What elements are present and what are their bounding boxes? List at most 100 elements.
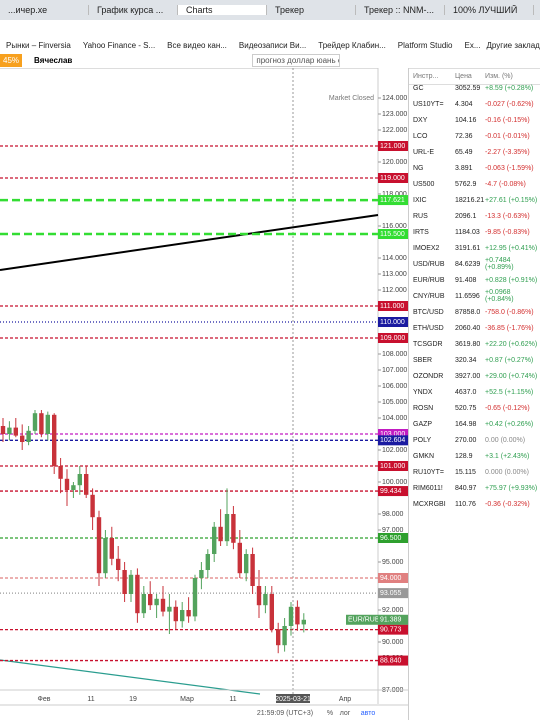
change: -4.7 (-0.08%): [485, 180, 526, 188]
watchlist-row[interactable]: GMKN 128.9 +3.1 (+2.43%): [409, 448, 540, 464]
candle-body: [218, 526, 223, 542]
candle-body: [39, 413, 44, 434]
change: +8.59 (+0.28%): [485, 84, 534, 92]
price-tick-label: 114.000: [382, 255, 407, 262]
watchlist-row[interactable]: OZONDR 3927.00 +29.00 (+0.74%): [409, 368, 540, 384]
watchlist-row[interactable]: BTC/USD 87858.0 -758.0 (-0.86%): [409, 304, 540, 320]
tab[interactable]: Charts: [178, 5, 267, 15]
price: 72.36: [455, 132, 473, 140]
watchlist-row[interactable]: TCSGDR 3619.80 +22.20 (+0.62%): [409, 336, 540, 352]
symbol: RIM6011!: [413, 484, 443, 492]
candle-body: [231, 514, 236, 543]
price-tick-label: 124.000: [382, 95, 407, 102]
watchlist-row[interactable]: RIM6011! 840.97 +75.97 (+9.93%): [409, 480, 540, 496]
candle-body: [186, 610, 191, 617]
bookmark[interactable]: Трейдер Клабин...: [318, 40, 386, 50]
symbol: POLY: [413, 436, 432, 444]
bookmark[interactable]: Ех...: [464, 40, 481, 50]
symbol: USD/RUB: [413, 260, 445, 268]
bookmark[interactable]: Platform Studio: [397, 40, 453, 50]
price-tick-label: 122.000: [382, 127, 407, 134]
price: 5762.9: [455, 180, 477, 188]
level-label: 88.840: [380, 657, 402, 664]
tab[interactable]: Трекер :: NNM-...: [356, 5, 445, 15]
watchlist-row[interactable]: URL-E 65.49 -2.27 (-3.35%): [409, 144, 540, 160]
level-label-bg: [378, 573, 408, 583]
watchlist-row[interactable]: LCO 72.36 -0.01 (-0.01%): [409, 128, 540, 144]
watchlist-row[interactable]: IXIC 18216.21 +27.61 (+0.15%): [409, 192, 540, 208]
watchlist-row[interactable]: USD/RUB 84.6239 +0.7484 (+0.89%): [409, 256, 540, 272]
candle-body: [84, 474, 89, 495]
candle-body: [109, 538, 114, 559]
zoom[interactable]: 45%: [0, 53, 23, 67]
bookmark[interactable]: Видеозаписи Ви...: [238, 40, 307, 50]
candle-body: [167, 606, 172, 612]
level-label: 111.000: [380, 303, 404, 310]
symbol: RUS: [413, 212, 428, 220]
candle-body: [282, 626, 287, 646]
watchlist-row[interactable]: US500 5762.9 -4.7 (-0.08%): [409, 176, 540, 192]
change: +22.20 (+0.62%): [485, 340, 538, 348]
price: 15.115: [455, 468, 476, 476]
bookmark[interactable]: Рынки – Finversia: [6, 40, 71, 50]
tab[interactable]: 100% ЛУЧШИЙ: [445, 5, 534, 15]
watchlist-row[interactable]: CNY/RUB 11.6596 +0.0968 (+0.84%): [409, 288, 540, 304]
tab[interactable]: ...ичер.хе: [0, 5, 89, 15]
header-cell: Изм. (%): [485, 72, 513, 80]
watchlist-row[interactable]: YNDX 4637.0 +52.5 (+1.15%): [409, 384, 540, 400]
change: 0.000 (0.00%): [485, 468, 529, 476]
symbol-tag: EUR/RUB: [348, 617, 380, 624]
candle-body: [26, 430, 31, 442]
price-tick-label: 92.000: [382, 607, 404, 614]
watchlist-row[interactable]: IMOEX2 3191.61 +12.95 (+0.41%): [409, 240, 540, 256]
candle-body: [141, 594, 146, 614]
candle-body: [154, 598, 159, 606]
watchlist-row[interactable]: RUS 2096.1 -13.3 (-0.63%): [409, 208, 540, 224]
candle-body: [256, 586, 262, 606]
level-label-bg: [378, 333, 408, 343]
price: 3.891: [455, 164, 473, 172]
candle-body: [116, 558, 121, 570]
watchlist-row[interactable]: RU10YT= 15.115 0.000 (0.00%): [409, 464, 540, 480]
header-cell: Инстр...: [413, 72, 439, 80]
watchlist-row[interactable]: DXY 104.16 -0.16 (-0.15%): [409, 112, 540, 128]
price: 3191.61: [455, 244, 481, 252]
watchlist-row[interactable]: GAZP 164.98 +0.42 (+0.26%): [409, 416, 540, 432]
search[interactable]: прогноз доллар юань е...: [252, 53, 341, 67]
watchlist-row[interactable]: ETH/USD 2060.40 -36.85 (-1.76%): [409, 320, 540, 336]
watchlist-row[interactable]: ROSN 520.75 -0.65 (-0.12%): [409, 400, 540, 416]
bookmark[interactable]: Все видео кан...: [167, 40, 227, 50]
watchlist-row[interactable]: EUR/RUB 91.408 +0.828 (+0.91%): [409, 272, 540, 288]
symbol: RU10YT=: [413, 468, 444, 476]
date-label: Фев: [38, 696, 51, 703]
candle-body: [212, 526, 217, 554]
change: -13.3 (-0.63%): [485, 212, 530, 220]
bookmarks-bar: Рынки – Finversia Yahoo Finance - S... Все…: [0, 38, 540, 53]
price: 3927.00: [455, 372, 481, 380]
watchlist-row[interactable]: IRTS 1184.03 -9.85 (-0.83%): [409, 224, 540, 240]
change: -2.27 (-3.35%): [485, 148, 530, 156]
change: +29.00 (+0.74%): [485, 372, 538, 380]
tab[interactable]: График курса ...: [89, 5, 178, 15]
watchlist-row[interactable]: US10YT= 4.304 -0.027 (-0.62%): [409, 96, 540, 112]
watchlist-row[interactable]: GC 3052.59 +8.59 (+0.28%): [409, 80, 540, 96]
price: 520.75: [455, 404, 477, 412]
watchlist-row[interactable]: SBER 320.34 +0.87 (+0.27%): [409, 352, 540, 368]
date-label: Мар: [180, 696, 194, 703]
level-label: 121.000: [380, 143, 405, 150]
candle-body: [90, 494, 95, 518]
watchlist-row[interactable]: MCXRGBI 110.76 -0.36 (-0.32%): [409, 496, 540, 512]
level-label-bg: [378, 533, 408, 543]
candle-body: [128, 574, 134, 594]
symbol: GC: [413, 84, 424, 92]
bookmark[interactable]: Yahoo Finance - S...: [82, 40, 156, 50]
symbol-tag-bg: [346, 614, 378, 625]
bookmark[interactable]: Другие закладки: [486, 40, 540, 50]
user[interactable]: Вячеслав: [34, 55, 73, 65]
watchlist-row[interactable]: POLY 270.00 0.00 (0.00%): [409, 432, 540, 448]
tab[interactable]: Трекер: [267, 5, 356, 15]
watchlist-row[interactable]: NG 3.891 -0.063 (-1.59%): [409, 160, 540, 176]
price-tick-label: 90.000: [382, 639, 404, 646]
price: 2096.1: [455, 212, 477, 220]
date-label: 11: [229, 696, 236, 703]
